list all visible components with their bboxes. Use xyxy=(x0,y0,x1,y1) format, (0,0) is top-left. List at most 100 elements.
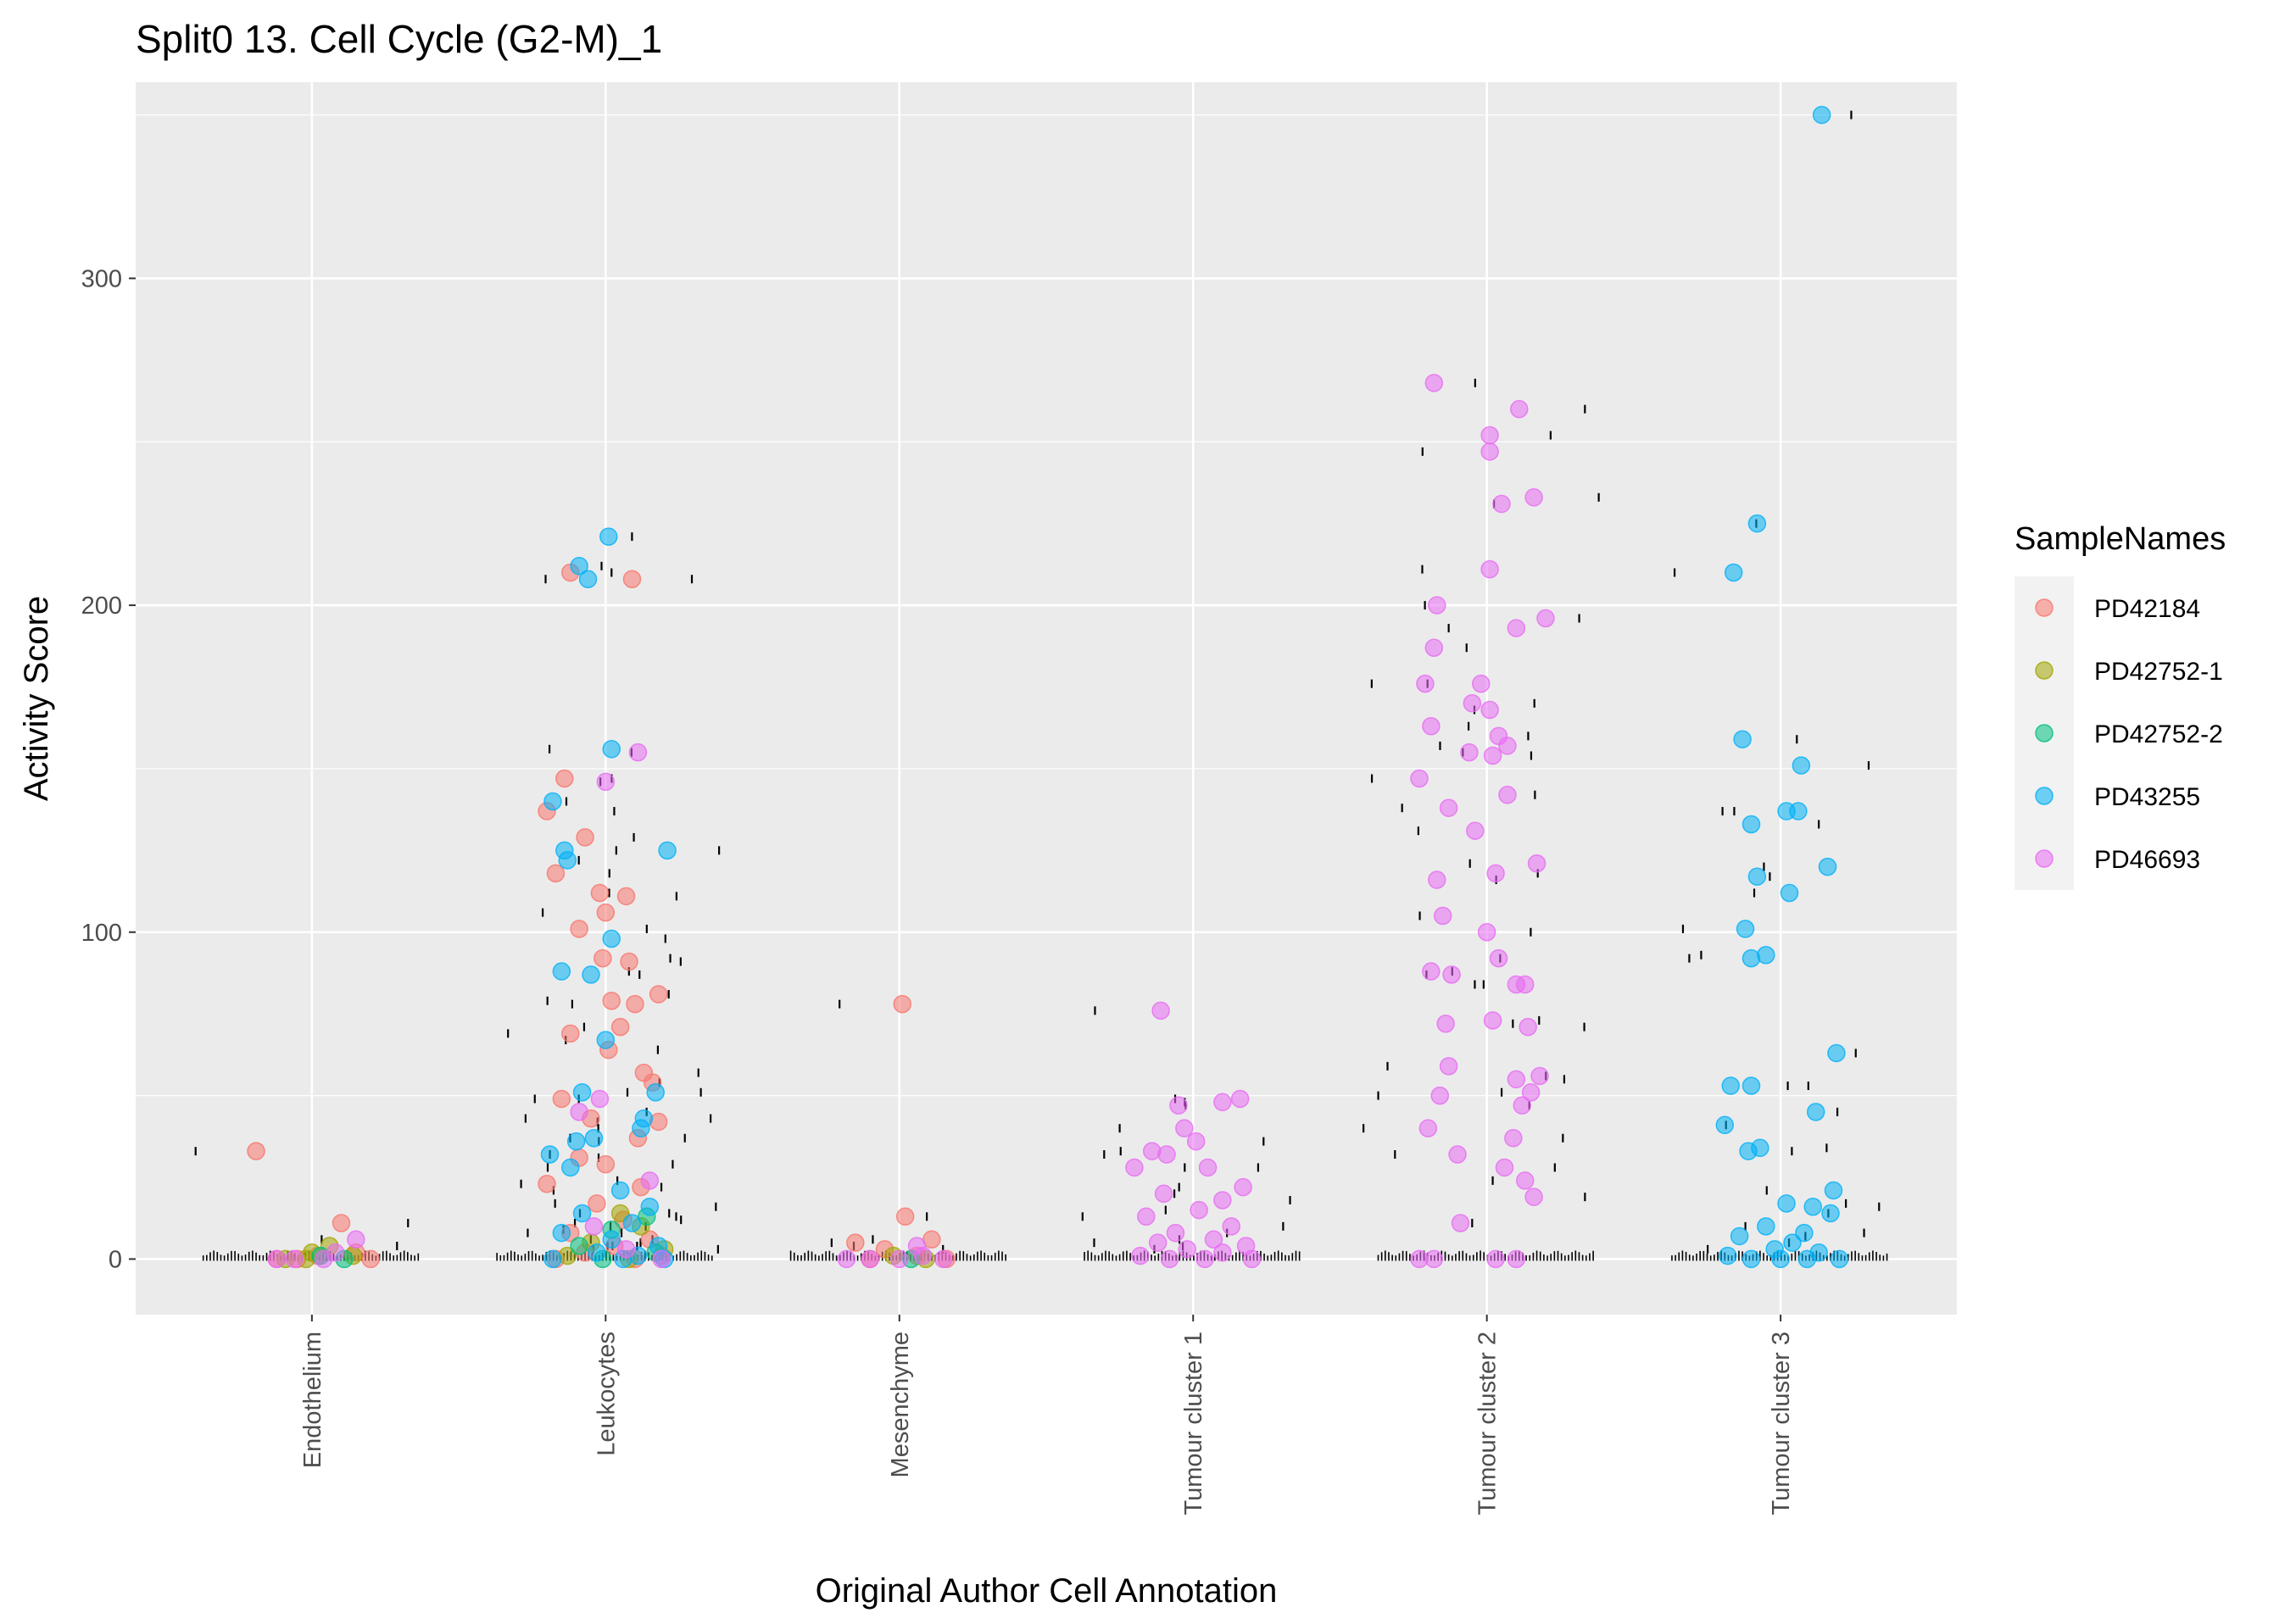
legend-entry-pd43255: PD43255 xyxy=(2035,783,2200,811)
data-point xyxy=(1489,948,1508,968)
data-point xyxy=(1424,638,1444,657)
data-point xyxy=(1148,1233,1168,1252)
data-point xyxy=(1486,864,1505,883)
data-point xyxy=(622,1214,642,1232)
data-point xyxy=(1827,1043,1846,1063)
data-point xyxy=(1483,1011,1502,1030)
data-point xyxy=(837,1249,856,1269)
data-point xyxy=(1507,1249,1526,1269)
data-point xyxy=(1234,1177,1252,1197)
y-tick-label: 100 xyxy=(81,920,122,947)
data-point xyxy=(890,1249,909,1269)
data-point xyxy=(572,1204,592,1223)
data-point xyxy=(1524,488,1543,507)
data-point xyxy=(1131,1246,1150,1265)
series-pd43255 xyxy=(540,105,1849,1269)
data-point xyxy=(1471,674,1491,693)
legend-entry-pd46693: PD46693 xyxy=(2035,846,2200,874)
data-point xyxy=(1780,883,1799,903)
data-point xyxy=(1439,798,1458,817)
y-tick-label: 300 xyxy=(81,265,122,292)
data-point xyxy=(1498,737,1517,755)
data-point xyxy=(1757,1217,1775,1236)
data-point xyxy=(1204,1230,1223,1249)
data-point xyxy=(1424,374,1444,392)
legend-label: PD46693 xyxy=(2094,846,2200,874)
data-point xyxy=(907,1237,927,1255)
data-point xyxy=(546,864,566,883)
data-point xyxy=(610,1017,630,1037)
data-point xyxy=(1169,1096,1188,1115)
data-point xyxy=(543,792,562,811)
data-point xyxy=(1777,1194,1796,1213)
data-point xyxy=(1821,1204,1840,1223)
data-point xyxy=(1719,1246,1737,1265)
legend-swatch xyxy=(2035,661,2054,680)
chart-title: Split0 13. Cell Cycle (G2-M)_1 xyxy=(136,17,662,61)
data-point xyxy=(1747,514,1767,533)
data-point xyxy=(584,1128,604,1148)
data-point xyxy=(1803,1197,1822,1216)
data-point xyxy=(1792,756,1811,775)
data-point xyxy=(590,883,610,903)
data-point xyxy=(596,1031,616,1049)
gridlines xyxy=(136,82,1957,1315)
data-point xyxy=(933,1249,953,1269)
data-point xyxy=(1521,1082,1541,1102)
x-tick-label: Tumour cluster 1 xyxy=(1180,1332,1207,1516)
data-point xyxy=(596,772,616,792)
data-point xyxy=(1789,802,1808,820)
data-point xyxy=(1213,1243,1232,1262)
data-point xyxy=(555,769,574,788)
data-point xyxy=(632,1119,650,1137)
data-point xyxy=(1213,1093,1232,1112)
y-axis-title: Activity Score xyxy=(18,596,55,801)
data-point xyxy=(649,1112,668,1132)
series-pd46693 xyxy=(267,374,1555,1269)
data-point xyxy=(1480,425,1499,445)
data-point xyxy=(610,1181,630,1200)
data-point xyxy=(602,992,621,1010)
data-point xyxy=(1428,596,1446,615)
data-point xyxy=(1137,1207,1156,1226)
legend-swatch xyxy=(2035,849,2054,868)
legend-entry-pd42752-2: PD42752-2 xyxy=(2035,720,2223,748)
data-point xyxy=(846,1233,865,1252)
data-point xyxy=(652,1249,671,1269)
data-point xyxy=(1125,1158,1144,1177)
data-point xyxy=(602,1230,621,1249)
data-point xyxy=(1812,105,1831,125)
data-point xyxy=(1824,1181,1843,1200)
data-point xyxy=(646,1082,665,1102)
data-point xyxy=(1175,1119,1194,1137)
data-point xyxy=(599,527,618,546)
data-point xyxy=(620,952,638,971)
data-point xyxy=(1530,1066,1549,1086)
data-point xyxy=(1195,1249,1214,1269)
data-point xyxy=(1510,399,1529,419)
data-point xyxy=(1486,1249,1505,1269)
data-point xyxy=(861,1249,879,1269)
data-point xyxy=(1771,1249,1790,1269)
data-point xyxy=(594,948,612,968)
x-axis: Endothelium Leukocytes Mesenchyme Tumour cl… xyxy=(299,1315,1795,1516)
data-point xyxy=(1477,923,1496,942)
data-point xyxy=(570,557,588,576)
data-point xyxy=(602,740,621,759)
data-point xyxy=(566,1132,586,1151)
data-point xyxy=(1436,1014,1455,1033)
legend-label: PD42752-2 xyxy=(2094,720,2223,748)
data-point xyxy=(1422,962,1441,981)
data-point xyxy=(1830,1249,1849,1269)
data-point xyxy=(1157,1145,1176,1164)
x-tick-label: Leukocytes xyxy=(593,1332,620,1456)
data-point xyxy=(658,841,677,860)
data-point xyxy=(540,1145,560,1164)
data-point xyxy=(552,962,571,981)
data-point xyxy=(616,887,636,906)
data-point xyxy=(570,1237,588,1255)
data-point xyxy=(247,1142,265,1160)
data-point xyxy=(1166,1223,1185,1243)
data-point xyxy=(1739,1142,1758,1160)
